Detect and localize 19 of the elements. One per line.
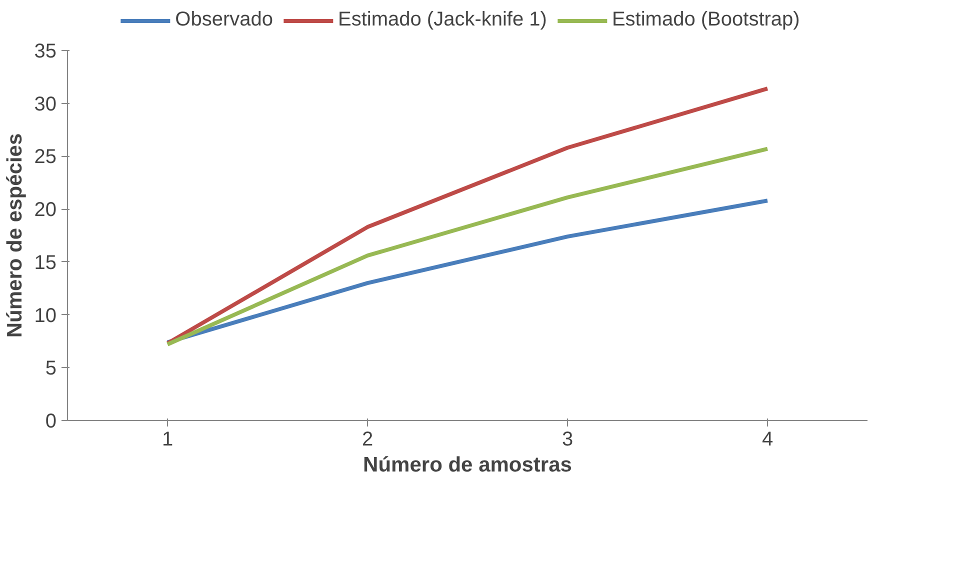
y-tick-label: 30 bbox=[34, 93, 57, 116]
x-tick-label: 1 bbox=[162, 428, 174, 450]
legend-label: Estimado (Bootstrap) bbox=[612, 8, 800, 32]
line-series bbox=[166, 146, 770, 346]
x-tick-label: 4 bbox=[762, 428, 774, 450]
y-axis-title: Número de espécies bbox=[3, 133, 26, 338]
y-tick-label: 25 bbox=[34, 146, 57, 168]
y-tick-label: 15 bbox=[34, 252, 57, 274]
y-tick-label: 10 bbox=[34, 304, 57, 327]
y-tick-label: 20 bbox=[34, 199, 57, 222]
x-axis-title: Número de amostras bbox=[363, 454, 572, 476]
legend-label: Observado bbox=[175, 8, 273, 32]
y-tick-label: 35 bbox=[34, 40, 57, 62]
y-tick-label: 5 bbox=[45, 358, 56, 380]
y-tick-label: 0 bbox=[45, 410, 56, 432]
x-tick-label: 3 bbox=[562, 428, 574, 450]
x-tick-label: 2 bbox=[362, 428, 374, 450]
line-series bbox=[166, 86, 770, 346]
legend-label: Estimado (Jack-knife 1) bbox=[338, 8, 547, 32]
